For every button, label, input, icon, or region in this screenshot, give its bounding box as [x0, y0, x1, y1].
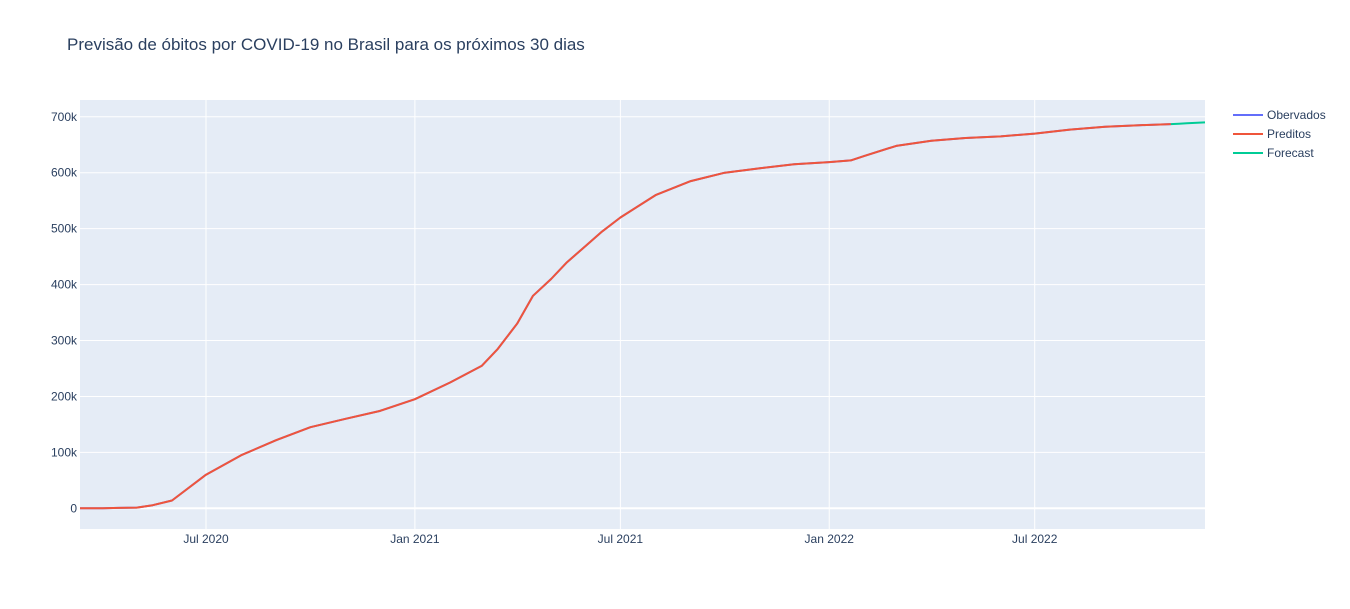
y-tick-label: 400k	[51, 278, 78, 292]
series-line-forecast	[1170, 121, 1206, 126]
legend[interactable]: Obervados Preditos Forecast	[1233, 108, 1326, 160]
legend-label: Forecast	[1267, 146, 1314, 160]
legend-item-forecast[interactable]: Forecast	[1233, 146, 1314, 160]
legend-label: Obervados	[1267, 108, 1326, 122]
legend-item-obervados[interactable]: Obervados	[1233, 108, 1326, 122]
x-axis-ticks: Jul 2020 Jan 2021 Jul 2021 Jan 2022 Jul 2022	[183, 532, 1057, 546]
legend-item-preditos[interactable]: Preditos	[1233, 127, 1311, 141]
y-tick-label: 0	[70, 501, 77, 515]
chart-title: Previsão de óbitos por COVID-19 no Brasi…	[67, 35, 585, 54]
x-tick-label: Jan 2022	[805, 532, 855, 546]
y-tick-label: 500k	[51, 222, 78, 236]
x-tick-label: Jul 2022	[1012, 532, 1058, 546]
y-tick-label: 700k	[51, 110, 78, 124]
y-tick-label: 100k	[51, 445, 78, 459]
x-gridlines	[205, 100, 1036, 529]
y-axis-ticks: 0 100k 200k 300k 400k 500k 600k 700k	[51, 110, 78, 516]
plot-background	[80, 100, 1205, 529]
y-tick-label: 200k	[51, 389, 78, 403]
x-tick-label: Jan 2021	[390, 532, 440, 546]
x-tick-label: Jul 2020	[183, 532, 229, 546]
y-tick-label: 600k	[51, 166, 78, 180]
y-tick-label: 300k	[51, 334, 78, 348]
series-line-preditos	[79, 123, 1171, 510]
y-gridlines	[80, 116, 1205, 453]
x-tick-label: Jul 2021	[598, 532, 644, 546]
series-lines	[79, 121, 1206, 510]
legend-label: Preditos	[1267, 127, 1311, 141]
